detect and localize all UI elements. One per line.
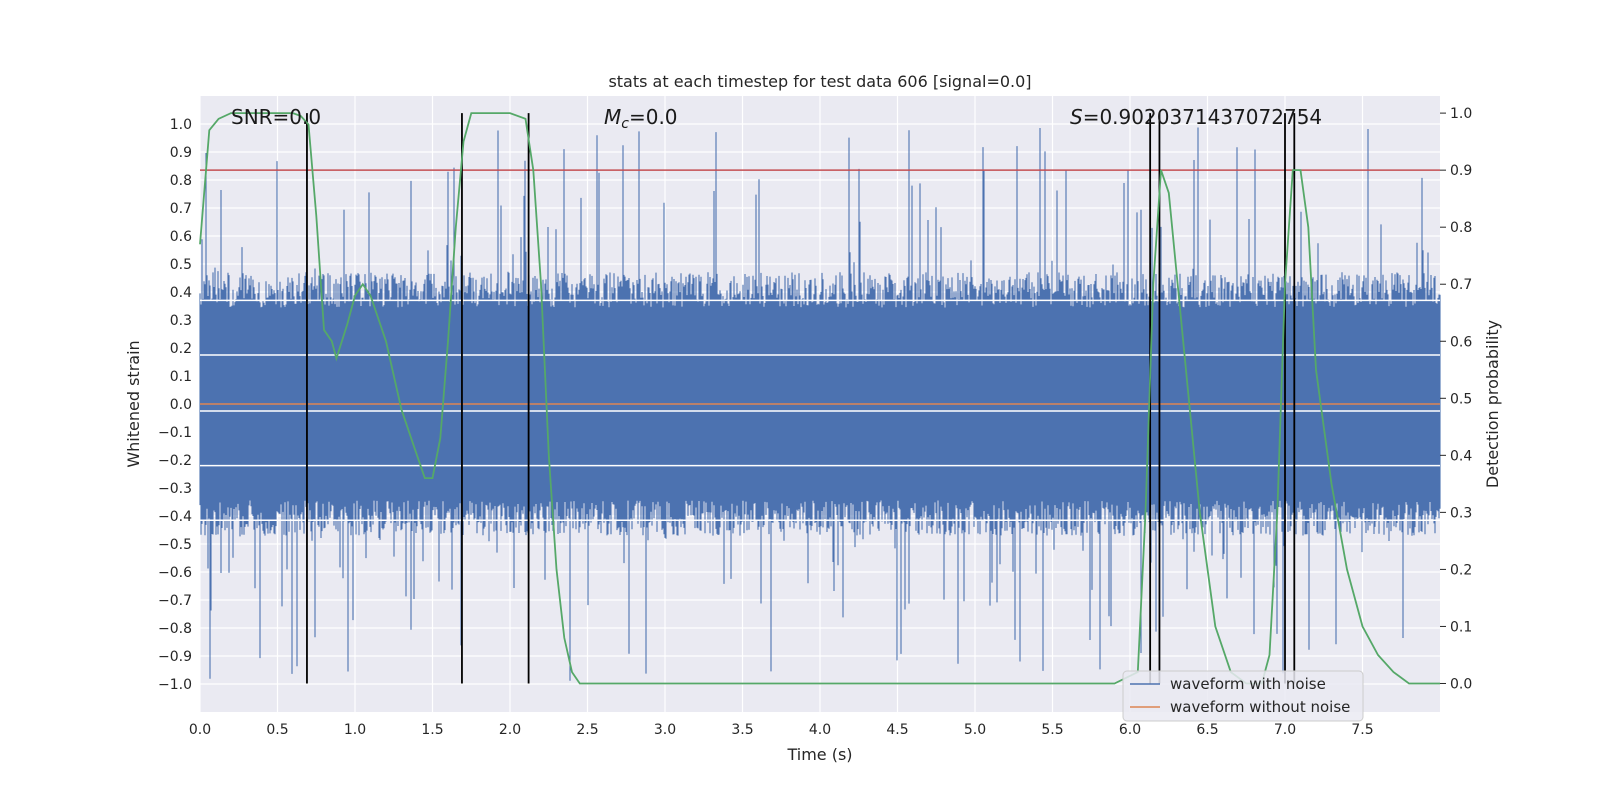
detection-probability bbox=[199, 112, 1440, 685]
score-annotation: S=0.9020371437072754 bbox=[1070, 105, 1322, 129]
y2-tick-label: 0.4 bbox=[1450, 448, 1472, 464]
y2-tick-label: 0.0 bbox=[1450, 676, 1472, 692]
legend: waveform with noise waveform without noi… bbox=[1122, 670, 1364, 722]
legend-box bbox=[1122, 670, 1364, 722]
y-axis-label: Whitened strain bbox=[124, 340, 143, 467]
chirp-mass-symbol: M bbox=[604, 105, 621, 129]
y2-tick-label: 0.9 bbox=[1450, 163, 1472, 179]
detection-probability-line bbox=[199, 112, 1440, 685]
y-tick-label: 1.0 bbox=[170, 117, 192, 133]
chirp-mass-subscript: c bbox=[621, 116, 629, 132]
y-axis-ticks: 1.0 0.9 0.8 0.7 0.6 0.5 0.4 0.3 0.2 0.1 0.0 −0.1 −0.… bbox=[158, 117, 192, 693]
y-tick-label: −0.1 bbox=[158, 425, 192, 441]
y-tick-label: −0.3 bbox=[158, 481, 192, 497]
y2-axis-ticks: 1.0 0.9 0.8 0.7 0.6 0.5 0.4 0.3 0.2 0.1 0.0 bbox=[1440, 106, 1472, 692]
x-axis-label: Time (s) bbox=[786, 745, 852, 764]
y-tick-label: 0.0 bbox=[170, 397, 192, 413]
chart-title: stats at each timestep for test data 606… bbox=[608, 72, 1031, 91]
y-tick-label: 0.3 bbox=[170, 313, 192, 329]
y-tick-label: 0.7 bbox=[170, 201, 192, 217]
x-tick-label: 0.0 bbox=[189, 722, 211, 738]
reference-lines bbox=[200, 113, 1440, 684]
x-tick-label: 3.5 bbox=[731, 722, 753, 738]
y2-tick-label: 0.3 bbox=[1450, 505, 1472, 521]
y-tick-label: −0.8 bbox=[158, 621, 192, 637]
y-tick-label: 0.5 bbox=[170, 257, 192, 273]
y2-tick-label: 1.0 bbox=[1450, 106, 1472, 122]
y-tick-label: 0.8 bbox=[170, 173, 192, 189]
chirp-mass-value: =0.0 bbox=[629, 105, 678, 129]
y2-tick-label: 0.1 bbox=[1450, 619, 1472, 635]
y2-axis-label: Detection probability bbox=[1483, 320, 1502, 488]
y2-tick-label: 0.6 bbox=[1450, 334, 1472, 350]
y-tick-label: −1.0 bbox=[158, 677, 192, 693]
x-tick-label: 1.5 bbox=[421, 722, 443, 738]
chirp-mass-annotation: Mc=0.0 bbox=[604, 105, 678, 132]
x-tick-label: 4.0 bbox=[809, 722, 831, 738]
y-tick-label: 0.4 bbox=[170, 285, 192, 301]
x-tick-label: 3.0 bbox=[654, 722, 676, 738]
score-value: =0.9020371437072754 bbox=[1083, 105, 1322, 129]
x-tick-label: 7.5 bbox=[1351, 722, 1373, 738]
y-tick-label: 0.9 bbox=[170, 145, 192, 161]
x-axis-ticks: 0.0 0.5 1.0 1.5 2.0 2.5 3.0 3.5 4.0 4.5 5.0 5.5 6.0 6… bbox=[189, 722, 1374, 738]
y-tick-label: 0.6 bbox=[170, 229, 192, 245]
legend-label-noise: waveform with noise bbox=[1170, 675, 1326, 693]
y2-tick-label: 0.7 bbox=[1450, 277, 1472, 293]
x-tick-label: 6.0 bbox=[1119, 722, 1141, 738]
x-tick-label: 5.5 bbox=[1041, 722, 1063, 738]
y-tick-label: −0.9 bbox=[158, 649, 192, 665]
y2-tick-label: 0.5 bbox=[1450, 391, 1472, 407]
y-tick-label: −0.5 bbox=[158, 537, 192, 553]
y-tick-label: −0.2 bbox=[158, 453, 192, 469]
x-tick-label: 5.0 bbox=[964, 722, 986, 738]
x-tick-label: 4.5 bbox=[886, 722, 908, 738]
x-tick-label: 1.0 bbox=[344, 722, 366, 738]
y2-tick-label: 0.2 bbox=[1450, 562, 1472, 578]
x-tick-label: 7.0 bbox=[1274, 722, 1296, 738]
white-overlay-lines bbox=[200, 299, 1440, 521]
x-tick-label: 0.5 bbox=[266, 722, 288, 738]
snr-annotation: SNR=0.0 bbox=[231, 105, 321, 129]
y-tick-label: 0.1 bbox=[170, 369, 192, 385]
y2-tick-label: 0.8 bbox=[1450, 220, 1472, 236]
y-tick-label: −0.6 bbox=[158, 565, 192, 581]
score-symbol: S bbox=[1070, 105, 1083, 129]
y-tick-label: 0.2 bbox=[170, 341, 192, 357]
x-tick-label: 2.5 bbox=[576, 722, 598, 738]
x-tick-label: 6.5 bbox=[1196, 722, 1218, 738]
y-tick-label: −0.4 bbox=[158, 509, 192, 525]
y-tick-label: −0.7 bbox=[158, 593, 192, 609]
legend-label-clean: waveform without noise bbox=[1170, 698, 1350, 716]
x-tick-label: 2.0 bbox=[499, 722, 521, 738]
